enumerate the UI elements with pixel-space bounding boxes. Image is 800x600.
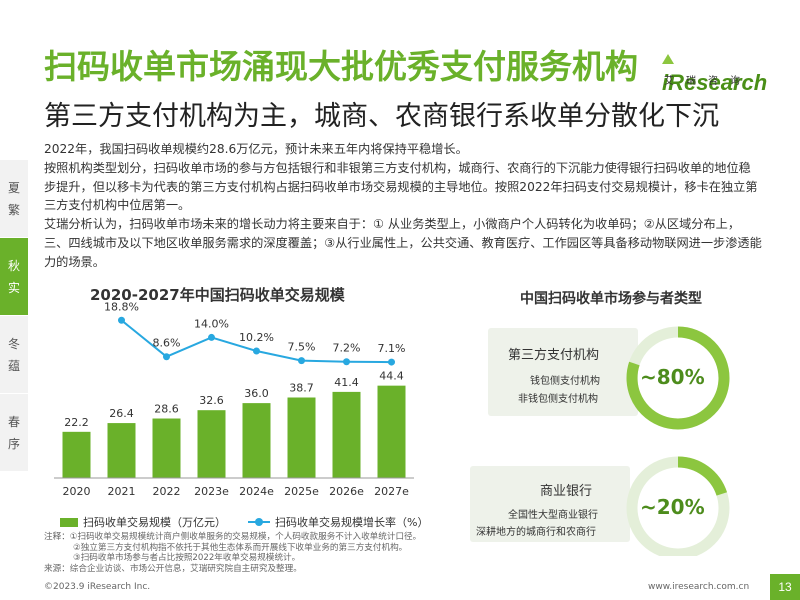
share-label-third-party: ~80% [640,365,705,389]
note-line: ③扫码收单市场参与者占比按照2022年收单交易规模统计。 [73,553,301,564]
bar-2020 [62,431,91,478]
bar-2026e [332,391,361,478]
chart-title: 2020-2027年中国扫码收单交易规模 [90,286,345,304]
growth-label: 14.0% [194,317,229,330]
logo-triangle-icon [662,54,674,64]
bar-label: 26.4 [109,407,134,420]
growth-point [208,333,215,341]
x-tick-label: 2020 [63,485,91,498]
x-tick-label: 2027e [374,485,409,498]
legend-line-swatch [248,518,270,526]
page-subtitle: 第三方支付机构为主，城商、农商银行系收单分散化下沉 [44,101,719,132]
bar-label: 44.4 [379,370,404,383]
x-tick-label: 2025e [284,485,319,498]
bar-2022 [152,418,181,478]
growth-label: 7.1% [378,342,406,355]
legend-bar-label: 扫码收单交易规模（万亿元） [83,516,226,529]
share-donuts [626,326,730,556]
section-tabs: 夏繁 秋实 冬蕴 春序 [0,160,28,472]
growth-point [163,353,170,361]
source-line: 来源：综合企业访谈、市场公开信息，艾瑞研究院自主研究及整理。 [44,563,302,574]
note-line: ②独立第三方支付机构指不依托于其他生态体系而开展线下收单业务的第三方支付机构。 [73,542,408,553]
scan-acquiring-chart: 22.2 2020 26.4 2021 28.6 2022 32.6 2023e 36.0 202… [54,300,414,498]
growth-point [118,316,125,324]
logo-tagline: 艾瑞咨询 [664,76,752,87]
chart-legend: 扫码收单交易规模（万亿元） 扫码收单交易规模增长率（%） [60,514,428,530]
body-paragraph: 按照机构类型划分，扫码收单市场的参与方包括银行和非银第三方支付机构，城商行、农商… [44,160,758,213]
growth-point [388,358,395,366]
bar-2021 [107,423,136,478]
x-tick-label: 2026e [329,485,364,498]
participant-box-banks: 商业银行 全国性大型商业银行 深耕地方的城商行和农商行 [470,466,630,542]
x-tick-label: 2022 [153,485,181,498]
participant-item: 钱包侧支付机构 [530,376,600,387]
legend-line-label: 扫码收单交易规模增长率（%） [275,516,429,529]
participant-box-third-party: 第三方支付机构 钱包侧支付机构 非钱包侧支付机构 [488,328,638,416]
bar-label: 28.6 [154,403,179,416]
logo-brand: Research [668,70,768,95]
tab-spring[interactable]: 春序 [0,394,28,472]
note-line: 注释：①扫码收单交易规模统计商户侧收单服务的交易规模，个人码收款服务不计入收单统… [44,532,422,542]
participant-item: 全国性大型商业银行 [508,510,598,521]
bar-label: 32.6 [199,394,224,407]
participant-item: 非钱包侧支付机构 [518,394,598,405]
tab-summer[interactable]: 夏繁 [0,160,28,238]
participant-head: 第三方支付机构 [508,348,600,363]
x-tick-label: 2021 [108,485,136,498]
participants-title: 中国扫码收单市场参与者类型 [520,291,702,307]
growth-label: 7.5% [288,341,316,354]
growth-point [298,357,305,365]
body-text: 2022年，我国扫码收单规模约28.6万亿元，预计未来五年内将保持平稳增长。 按… [44,140,762,272]
bar-label: 22.2 [64,416,89,429]
bar-2024e [242,403,271,478]
footer-url[interactable]: www.iresearch.com.cn [648,582,750,592]
body-paragraph: 艾瑞分析认为，扫码收单市场未来的增长动力将主要来自于：① 从业务类型上，小微商户… [44,217,762,269]
tab-autumn[interactable]: 秋实 [0,238,28,316]
growth-label: 7.2% [333,342,361,355]
x-tick-label: 2023e [194,485,229,498]
bar-label: 36.0 [244,387,269,400]
bar-label: 41.4 [334,376,359,389]
growth-point [253,347,260,355]
bar-label: 38.7 [289,382,314,395]
logo-prefix: i [662,70,669,95]
donut-share-arc [626,456,730,556]
bar-2027e [377,385,406,478]
copyright: ©2023.9 iResearch Inc. [44,582,151,592]
bar-2025e [287,397,316,478]
growth-label: 8.6% [153,337,181,350]
chart-notes: 注释：①扫码收单交易规模统计商户侧收单服务的交易规模，个人码收款服务不计入收单统… [44,532,421,574]
iresearch-logo: iResearch 艾瑞咨询 [662,44,772,95]
page-number: 13 [770,574,800,600]
growth-label: 18.8% [104,300,139,313]
growth-point [343,358,350,366]
page-title: 扫码收单市场涌现大批优秀支付服务机构 [44,47,638,86]
participant-head: 商业银行 [540,484,593,499]
bar-2023e [197,410,226,478]
body-paragraph: 2022年，我国扫码收单规模约28.6万亿元，预计未来五年内将保持平稳增长。 [44,142,468,156]
tab-winter[interactable]: 冬蕴 [0,316,28,394]
participant-item: 深耕地方的城商行和农商行 [476,527,596,538]
legend-bar-swatch [60,517,78,527]
x-tick-label: 2024e [239,485,274,498]
growth-label: 10.2% [239,331,274,344]
share-label-banks: ~20% [640,495,705,519]
donut-share-arc [626,326,730,430]
